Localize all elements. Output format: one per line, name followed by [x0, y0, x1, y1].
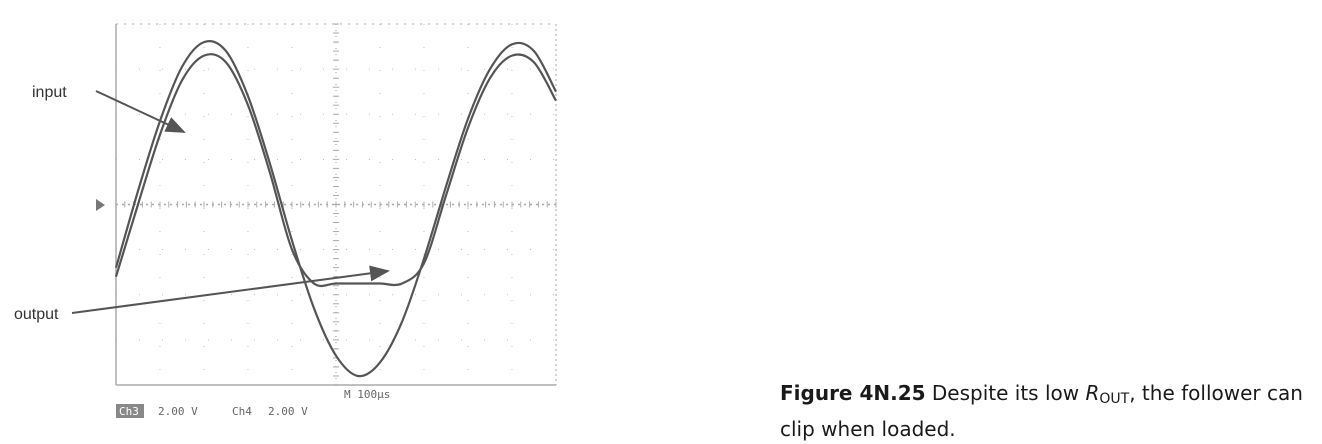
channel-a-badge-box [116, 404, 144, 418]
figure-number: Figure 4N.25 [780, 381, 926, 405]
input-arrow [95, 90, 186, 133]
output-arrow [71, 265, 390, 314]
channel-b-scale: 2.00 V [268, 405, 308, 418]
figure-caption: Figure 4N.25 Despite its low ROUT, the f… [780, 378, 1310, 444]
caption-text-before: Despite its low [931, 381, 1080, 405]
r-out-subscript: OUT [1099, 391, 1130, 407]
output-label: output [14, 306, 59, 323]
ground-level-marker [96, 199, 105, 211]
caption-text-after: , the follower can clip when loaded. [780, 381, 1303, 441]
channel-a-badge: Ch3 [119, 405, 139, 418]
graticule [115, 23, 557, 386]
channel-b-name: Ch4 [232, 405, 252, 418]
channel-a-scale: 2.00 V [158, 405, 198, 418]
timebase-readout: M 100µs [344, 388, 390, 401]
oscilloscope-plot: input output Ch3 2.00 V Ch4 2.00 V M 100… [14, 23, 557, 418]
r-out-symbol: ROUT [1085, 381, 1130, 407]
input-trace [114, 39, 557, 378]
output-trace [114, 53, 557, 288]
input-label: input [32, 84, 67, 101]
